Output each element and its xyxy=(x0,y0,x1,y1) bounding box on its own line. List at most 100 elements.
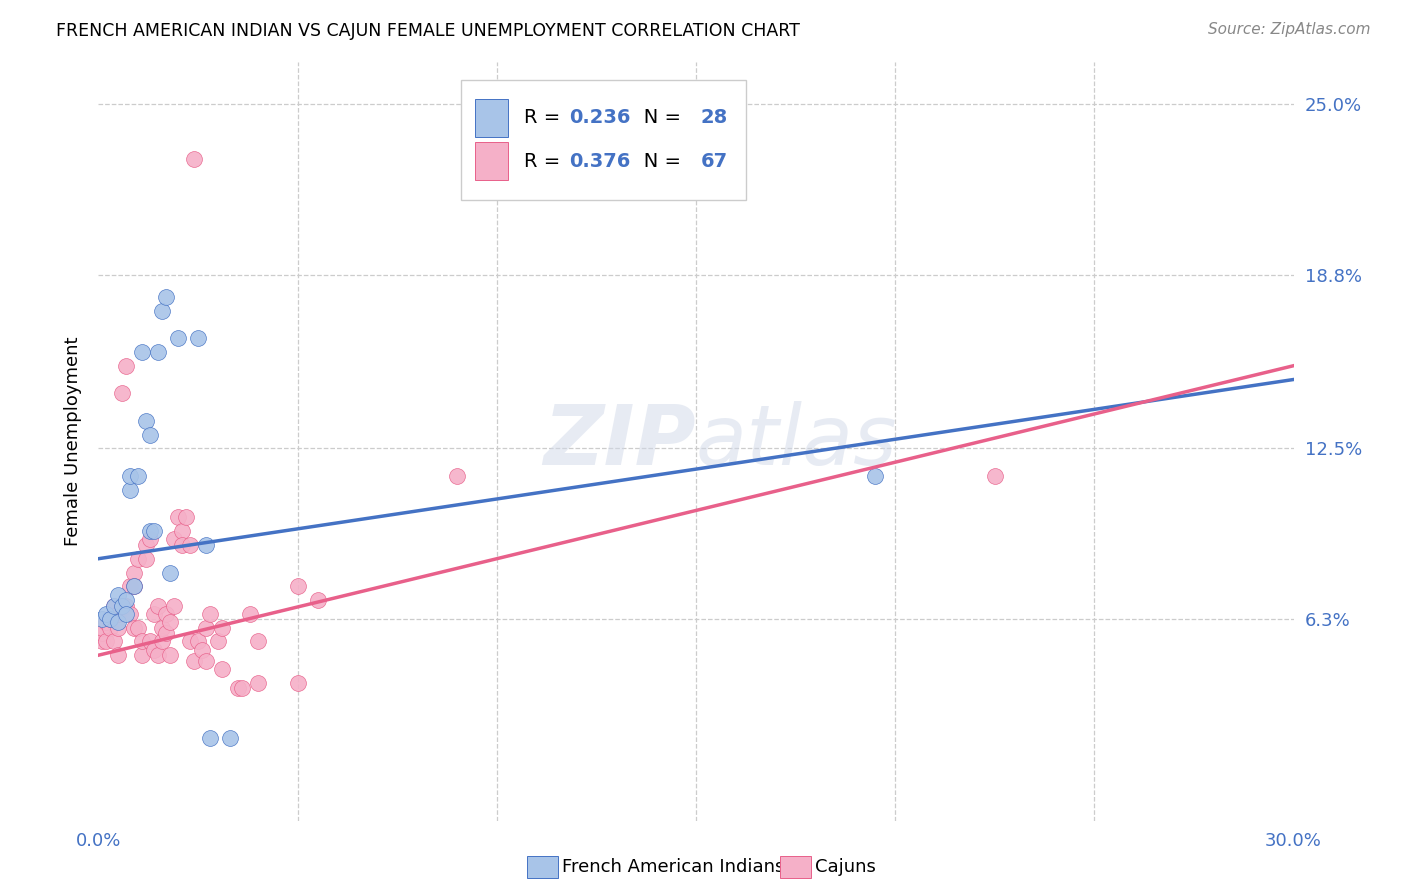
Point xyxy=(124,621,146,635)
Point xyxy=(148,648,170,663)
Point xyxy=(187,331,209,345)
Text: Cajuns: Cajuns xyxy=(815,858,876,876)
Point xyxy=(195,621,218,635)
Point xyxy=(239,607,262,621)
Point xyxy=(143,607,166,621)
Text: R =: R = xyxy=(524,152,567,170)
Point xyxy=(150,621,173,635)
Point xyxy=(127,551,149,566)
Point xyxy=(155,626,177,640)
Point xyxy=(111,599,134,613)
Text: French American Indians: French American Indians xyxy=(562,858,785,876)
Point xyxy=(155,290,177,304)
Point xyxy=(179,538,201,552)
Text: ZIP: ZIP xyxy=(543,401,696,482)
Point xyxy=(120,469,142,483)
Point xyxy=(124,579,146,593)
Text: 0.376: 0.376 xyxy=(569,152,631,170)
Text: FRENCH AMERICAN INDIAN VS CAJUN FEMALE UNEMPLOYMENT CORRELATION CHART: FRENCH AMERICAN INDIAN VS CAJUN FEMALE U… xyxy=(56,22,800,40)
Point xyxy=(159,615,181,629)
Point xyxy=(287,675,309,690)
Point xyxy=(124,566,146,580)
Point xyxy=(139,524,162,538)
Point xyxy=(91,621,114,635)
Point xyxy=(111,599,134,613)
Point xyxy=(207,634,229,648)
Point xyxy=(226,681,249,696)
Point xyxy=(127,621,149,635)
Point xyxy=(287,579,309,593)
Point xyxy=(163,533,186,547)
Point xyxy=(143,524,166,538)
Point xyxy=(163,599,186,613)
Point xyxy=(103,634,125,648)
Text: N =: N = xyxy=(626,152,688,170)
Point xyxy=(143,642,166,657)
Point xyxy=(865,469,887,483)
Point xyxy=(96,607,118,621)
Point xyxy=(131,634,153,648)
Point xyxy=(183,654,205,668)
Point xyxy=(148,599,170,613)
Point xyxy=(307,593,329,607)
FancyBboxPatch shape xyxy=(475,99,509,136)
Point xyxy=(98,612,122,626)
Point xyxy=(91,612,114,626)
Point xyxy=(98,612,122,626)
Y-axis label: Female Unemployment: Female Unemployment xyxy=(65,337,83,546)
Point xyxy=(103,599,125,613)
Text: Source: ZipAtlas.com: Source: ZipAtlas.com xyxy=(1208,22,1371,37)
Point xyxy=(135,538,157,552)
Point xyxy=(96,634,118,648)
Point xyxy=(211,621,233,635)
Point xyxy=(96,615,118,629)
Point xyxy=(120,607,142,621)
Point xyxy=(120,483,142,497)
Point xyxy=(191,642,214,657)
Text: atlas: atlas xyxy=(696,401,897,482)
Point xyxy=(131,345,153,359)
Text: R =: R = xyxy=(524,108,567,128)
Point xyxy=(135,551,157,566)
Point xyxy=(107,588,129,602)
Point xyxy=(159,648,181,663)
Point xyxy=(107,648,129,663)
Point xyxy=(91,634,114,648)
Point xyxy=(187,634,209,648)
Point xyxy=(135,414,157,428)
Text: 67: 67 xyxy=(700,152,728,170)
Point xyxy=(103,599,125,613)
Point xyxy=(107,607,129,621)
Point xyxy=(124,579,146,593)
Point xyxy=(198,731,221,745)
Point xyxy=(127,469,149,483)
Point xyxy=(115,593,138,607)
FancyBboxPatch shape xyxy=(475,142,509,180)
Point xyxy=(91,626,114,640)
Point xyxy=(246,675,269,690)
Point xyxy=(131,648,153,663)
Point xyxy=(179,634,201,648)
Point xyxy=(211,662,233,676)
Point xyxy=(155,607,177,621)
Point xyxy=(115,607,138,621)
Point xyxy=(172,538,194,552)
Point xyxy=(159,566,181,580)
Point xyxy=(167,510,190,524)
Point xyxy=(139,533,162,547)
Point xyxy=(195,654,218,668)
Text: 0.236: 0.236 xyxy=(569,108,631,128)
Text: 28: 28 xyxy=(700,108,728,128)
Point xyxy=(984,469,1007,483)
Point xyxy=(183,152,205,166)
Point xyxy=(150,303,173,318)
Point xyxy=(150,634,173,648)
FancyBboxPatch shape xyxy=(461,80,747,201)
Text: N =: N = xyxy=(626,108,688,128)
Point xyxy=(195,538,218,552)
Point xyxy=(107,615,129,629)
Point xyxy=(231,681,253,696)
Point xyxy=(246,634,269,648)
Point xyxy=(115,599,138,613)
Point xyxy=(120,579,142,593)
